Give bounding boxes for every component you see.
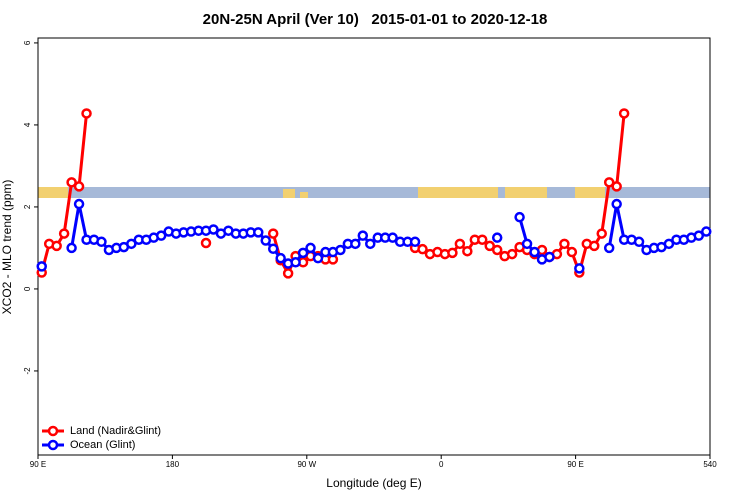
data-point <box>208 224 219 235</box>
data-point <box>417 243 428 255</box>
data-point <box>514 211 525 223</box>
data-point <box>282 268 294 279</box>
data-point <box>275 252 286 264</box>
data-point <box>335 244 346 256</box>
data-point <box>126 238 137 250</box>
y-tick-label: 4 <box>23 122 32 127</box>
data-point <box>365 238 376 250</box>
data-point <box>521 238 533 250</box>
x-tick-label: 540 <box>703 460 717 469</box>
legend-label: Land (Nadir&Glint) <box>70 425 161 437</box>
data-point <box>253 227 264 238</box>
data-point <box>387 232 398 243</box>
data-point <box>484 240 495 252</box>
data-point <box>290 257 301 268</box>
data-point <box>559 238 570 250</box>
data-point <box>297 247 309 259</box>
data-point <box>51 240 62 252</box>
data-point <box>260 235 271 246</box>
data-point <box>596 228 607 239</box>
data-point <box>267 228 279 239</box>
data-point <box>589 240 600 252</box>
data-point <box>462 245 473 257</box>
plot-frame <box>37 37 711 456</box>
legend-label: Ocean (Glint) <box>70 439 135 451</box>
data-point <box>611 181 622 192</box>
data-point <box>73 181 85 192</box>
data-point <box>566 246 578 258</box>
data-point <box>58 228 70 239</box>
data-point <box>491 244 503 256</box>
legend: Land (Nadir&Glint) Ocean (Glint) <box>42 425 161 451</box>
data-point <box>611 198 622 210</box>
data-point <box>81 108 92 119</box>
data-point <box>357 230 369 241</box>
data-point <box>603 177 615 188</box>
chart-title: 20N-25N April (Ver 10) 2015-01-01 to 202… <box>203 11 548 28</box>
y-axis-label: XCO2 - MLO trend (ppm) <box>0 180 14 315</box>
y-tick-label: 2 <box>23 204 32 209</box>
data-point <box>529 246 540 258</box>
data-point <box>454 238 466 250</box>
data-point <box>312 252 324 264</box>
x-tick-label: 90 W <box>297 460 316 469</box>
data-point <box>693 230 705 241</box>
data-point <box>603 242 615 254</box>
y-tick-label: 6 <box>23 40 32 45</box>
data-point <box>66 242 77 254</box>
data-point <box>506 248 518 260</box>
data-point <box>477 234 488 245</box>
data-point <box>36 261 47 272</box>
data-point <box>305 242 316 254</box>
x-tick-label: 90 E <box>30 460 46 469</box>
legend-marker <box>47 439 59 451</box>
data-point <box>491 232 503 243</box>
data-point <box>66 177 77 188</box>
x-axis-label: Longitude (deg E) <box>326 476 421 490</box>
data-point <box>96 236 107 248</box>
legend-marker <box>47 425 59 437</box>
data-point <box>200 237 212 249</box>
data-point <box>633 236 645 248</box>
x-tick-label: 0 <box>439 460 444 469</box>
data-point <box>409 236 421 248</box>
data-point <box>350 238 361 250</box>
y-tick-label: 0 <box>23 286 32 291</box>
data-point <box>73 198 85 210</box>
data-point <box>544 251 555 263</box>
x-tick-label: 180 <box>166 460 180 469</box>
data-point <box>701 226 712 237</box>
data-point <box>618 108 630 119</box>
data-point <box>663 238 675 250</box>
data-point <box>574 263 585 274</box>
y-tick-label: -2 <box>23 367 32 375</box>
data-point <box>155 230 167 241</box>
map-strip <box>38 187 710 198</box>
x-tick-label: 90 E <box>567 460 583 469</box>
data-point <box>447 247 458 259</box>
data-point <box>267 243 279 255</box>
